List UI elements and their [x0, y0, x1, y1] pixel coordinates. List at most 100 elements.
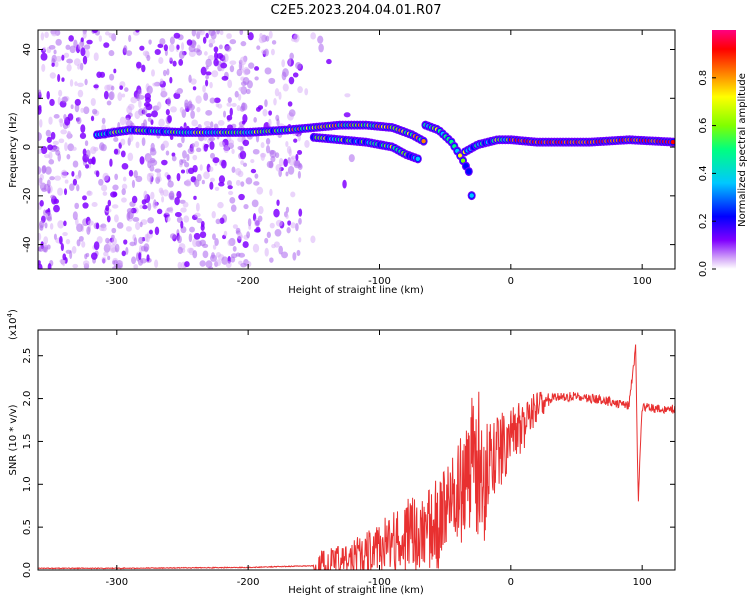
spectrogram-noise-cell	[242, 77, 250, 86]
spectrogram-noise-cell	[73, 58, 81, 66]
spectrogram-noise-cell	[74, 81, 78, 87]
spectrogram-noise-cell	[154, 49, 161, 56]
spectrogram-noise-cell	[93, 146, 99, 152]
spectrogram-noise-cell	[182, 150, 187, 159]
spectrogram-noise-cell	[82, 202, 89, 209]
spectrogram-noise-cell	[66, 154, 71, 160]
spectrogram-noise-cell	[50, 194, 56, 199]
spectrogram-noise-cell	[254, 228, 261, 233]
spectrogram-noise-cell	[140, 245, 146, 252]
spectrogram-noise-cell	[46, 184, 53, 194]
spectrogram-noise-cell	[51, 62, 55, 67]
spectrogram-noise-cell	[188, 74, 192, 83]
spectrogram-noise-cell	[189, 226, 195, 233]
spectrogram-noise-cell	[71, 146, 77, 151]
spectrogram-noise-cell	[254, 76, 259, 81]
spectrogram-noise-cell	[111, 237, 117, 246]
spectrogram-noise-cell	[74, 202, 80, 209]
spectrogram-track-cell	[460, 158, 466, 163]
spectrogram-noise-cell	[69, 183, 75, 192]
spectrogram-noise-cell	[48, 159, 55, 165]
spectrogram-noise-cell	[177, 142, 183, 148]
spectrogram-noise-cell	[152, 200, 158, 209]
spectrogram-noise-cell	[55, 55, 62, 62]
spectrogram-noise-cell	[58, 138, 65, 144]
spectrogram-noise-cell	[201, 179, 205, 185]
spectrogram-noise-cell	[169, 233, 176, 240]
spectrogram-noise-cell	[221, 75, 229, 81]
spectrogram-noise-cell	[61, 77, 65, 82]
spectrogram-noise-cell	[39, 220, 45, 229]
spectrogram-noise-cell	[237, 93, 242, 101]
spectrogram-noise-cell	[304, 140, 310, 148]
spectrogram-noise-cell	[148, 229, 153, 235]
spectrogram-noise-cell	[76, 184, 80, 192]
spectrogram-noise-cell	[121, 188, 126, 196]
spectrogram-noise-cell	[304, 88, 309, 96]
spectrogram-noise-cell	[283, 158, 288, 168]
spectrogram-noise-cell	[165, 108, 170, 116]
spectrogram-noise-cell	[80, 37, 84, 43]
spectrogram-noise-cell	[45, 129, 51, 137]
colorbar-tick-label: 0.8	[698, 70, 709, 86]
y-tick-label: -40	[22, 236, 33, 252]
spectrogram-noise-cell	[226, 114, 233, 121]
y-tick-label: 0	[22, 144, 33, 150]
spectrogram-noise-cell	[195, 202, 200, 212]
spectrogram-noise-cell	[121, 197, 127, 203]
spectrogram-noise-cell	[292, 72, 299, 78]
spectrogram-noise-cell	[53, 233, 57, 240]
spectrogram-noise-cell	[82, 30, 87, 39]
spectrogram-noise-cell	[133, 264, 139, 269]
x-tick-label: -200	[237, 577, 260, 588]
spectrogram-noise-cell	[151, 69, 155, 77]
spectrogram-noise-cell	[154, 226, 160, 236]
spectrogram-noise-cell	[199, 164, 203, 171]
spectrogram-noise-cell	[96, 71, 102, 78]
spectrogram-noise-cell	[64, 142, 68, 152]
spectrogram-noise-cell	[297, 133, 301, 142]
spectrogram-noise-cell	[286, 227, 291, 234]
spectrogram-noise-cell	[251, 199, 259, 208]
spectrogram-noise-cell	[125, 247, 129, 255]
snr-y-scale: (x104)	[6, 309, 19, 340]
x-tick-label: -100	[368, 577, 391, 588]
spectrogram-noise-cell	[47, 144, 54, 151]
spectrogram-noise-cell	[49, 223, 54, 230]
spectrogram-noise-cell	[342, 179, 347, 189]
spectrogram-noise-cell	[98, 35, 102, 42]
spectrogram-noise-cell	[226, 33, 232, 39]
spectrogram-noise-cell	[101, 225, 107, 232]
spectrogram-noise-cell	[84, 253, 88, 260]
spectrogram-noise-cell	[208, 136, 216, 142]
spectrogram-noise-cell	[203, 171, 210, 180]
spectrogram-noise-cell	[221, 159, 227, 169]
spectrogram-noise-cell	[84, 49, 90, 59]
spectrogram-noise-cell	[90, 252, 98, 260]
spectrogram-noise-cell	[149, 149, 157, 156]
spectrogram-noise-cell	[193, 195, 197, 200]
spectrogram-noise-cell	[113, 68, 117, 74]
spectrogram-noise-cell	[58, 118, 64, 124]
spectrogram-noise-cell	[238, 86, 246, 92]
spectrogram-noise-cell	[105, 204, 110, 212]
spectrogram-noise-cell	[60, 169, 68, 179]
spectrogram-noise-cell	[72, 211, 78, 221]
spectrogram-noise-cell	[211, 211, 216, 219]
spectrogram-noise-cell	[45, 166, 52, 175]
spectrogram-noise-cell	[95, 222, 100, 230]
spectrogram-noise-cell	[111, 227, 117, 234]
spectrogram-noise-cell	[180, 207, 187, 213]
spectrogram-noise-cell	[104, 31, 110, 36]
spectrogram-noise-cell	[176, 44, 180, 50]
spectrogram-noise-cell	[256, 45, 261, 50]
spectrogram-noise-cell	[50, 30, 58, 37]
spectrogram-noise-cell	[46, 244, 51, 250]
spectrogram-noise-cell	[208, 30, 216, 37]
spectrogram-noise-cell	[228, 139, 235, 146]
spectrogram-noise-cell	[74, 98, 81, 106]
spectrogram-noise-cell	[200, 66, 207, 76]
spectrogram-noise-cell	[103, 42, 110, 48]
